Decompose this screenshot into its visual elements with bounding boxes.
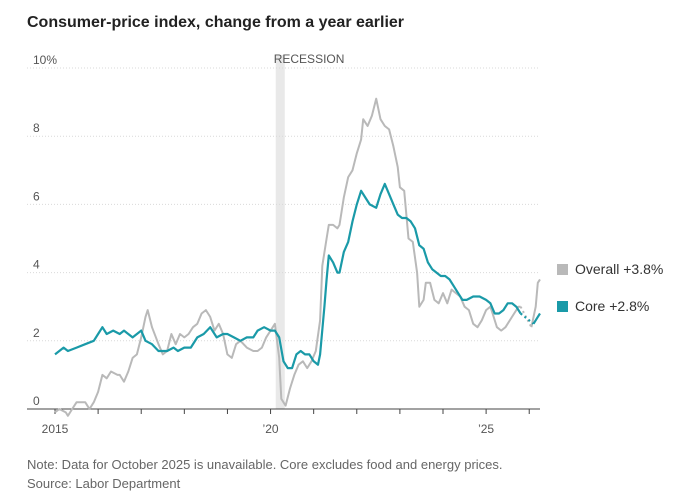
series-line-end-core (532, 312, 541, 325)
y-tick-label-0: 0 (33, 394, 40, 408)
series-lines (54, 97, 541, 417)
recession-band (275, 55, 285, 409)
y-axis-labels: 0 2 4 6 8 10% (33, 53, 57, 408)
chart-note: Note: Data for October 2025 is unavailab… (27, 457, 503, 472)
series-line-core (54, 182, 522, 370)
x-axis: 2015 ’20 ’25 (27, 408, 540, 436)
series-line-end-overall (530, 278, 541, 328)
legend: Overall +3.8% Core +2.8% (557, 261, 663, 314)
y-tick-label-6: 6 (33, 189, 40, 203)
x-tick-label-2025: ’25 (478, 422, 494, 436)
y-tick-label-10: 10% (33, 53, 57, 67)
recession-label: RECESSION (274, 52, 345, 66)
chart-source: Source: Labor Department (27, 476, 181, 491)
legend-label-core: Core +2.8% (575, 298, 649, 314)
legend-swatch-overall (557, 264, 568, 275)
legend-label-overall: Overall +3.8% (575, 261, 663, 277)
chart-title: Consumer-price index, change from a year… (27, 14, 405, 31)
legend-swatch-core (557, 301, 568, 312)
series-line-overall (54, 97, 521, 417)
x-tick-label-2020: ’20 (263, 422, 279, 436)
x-tick-label-2015: 2015 (42, 422, 69, 436)
y-tick-label-8: 8 (33, 121, 40, 135)
y-tick-label-4: 4 (33, 258, 40, 272)
y-tick-label-2: 2 (33, 326, 40, 340)
